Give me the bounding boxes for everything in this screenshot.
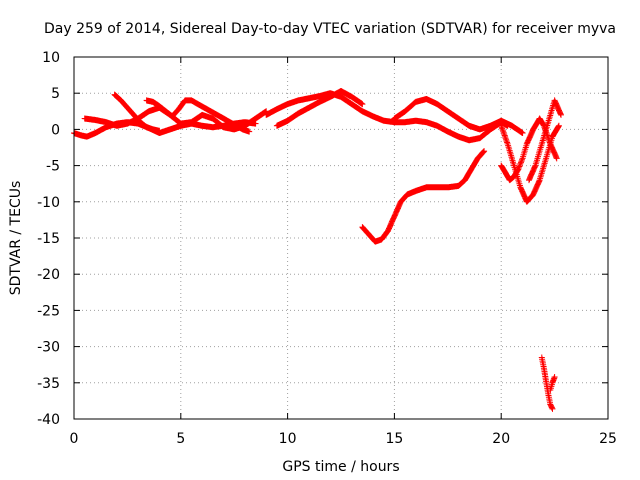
- data-point-markers: [143, 97, 253, 135]
- x-tick-label: 0: [70, 431, 79, 447]
- y-axis-label: SDTVAR / TECUs: [8, 181, 24, 296]
- chart-title: Day 259 of 2014, Sidereal Day-to-day VTE…: [44, 21, 616, 37]
- x-axis-label: GPS time / hours: [282, 459, 399, 475]
- series-track-14: [547, 374, 558, 393]
- series-track-12: [526, 97, 564, 184]
- data-point-markers: [498, 122, 562, 205]
- data-point-markers: [538, 354, 556, 412]
- y-tick-label: -10: [37, 195, 60, 211]
- axis-ticks: 0 5 10 15 20 25 -40 -35 -30 -25 -20 -15 -10 -5 0 5 10: [37, 50, 617, 447]
- x-tick-label: 5: [176, 431, 185, 447]
- x-tick-label: 20: [492, 431, 510, 447]
- data-point-markers: [391, 117, 511, 144]
- data-points: [71, 88, 564, 412]
- x-tick-label: 10: [279, 431, 297, 447]
- y-tick-label: 5: [51, 86, 60, 102]
- grid-lines: [74, 57, 608, 419]
- y-tick-label: -15: [37, 231, 60, 247]
- y-tick-label: -30: [37, 340, 60, 356]
- data-point-markers: [547, 374, 558, 393]
- data-point-markers: [359, 148, 488, 245]
- series-track-3: [111, 91, 163, 134]
- y-tick-label: 0: [51, 122, 60, 138]
- data-point-markers: [111, 91, 163, 134]
- y-tick-label: -25: [37, 303, 60, 319]
- series-track-8: [391, 117, 511, 144]
- series-track-4: [143, 97, 253, 135]
- x-tick-label: 25: [599, 431, 617, 447]
- y-tick-label: -35: [37, 376, 60, 392]
- y-tick-label: 10: [42, 50, 60, 66]
- series-track-9: [359, 148, 488, 245]
- x-tick-label: 15: [385, 431, 403, 447]
- y-tick-label: -40: [37, 412, 60, 428]
- series-track-13: [538, 354, 556, 412]
- y-tick-label: -5: [46, 159, 60, 175]
- series-track-6: [273, 88, 366, 129]
- plot-frame: [73, 56, 609, 420]
- data-point-markers: [526, 97, 564, 184]
- y-tick-label: -20: [37, 267, 60, 283]
- series-track-10: [498, 122, 562, 205]
- data-point-markers: [273, 88, 366, 129]
